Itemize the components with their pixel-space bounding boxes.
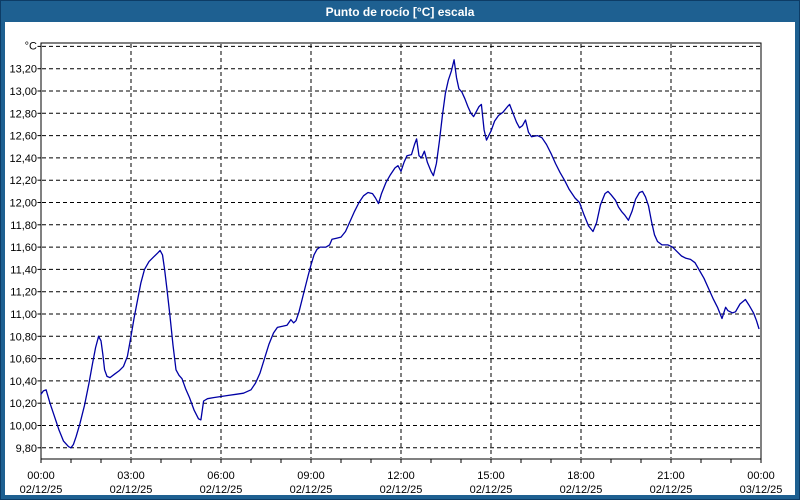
- x-tick-date-label: 02/12/25: [20, 484, 63, 496]
- x-tick-time-label: 15:00: [477, 470, 505, 482]
- y-tick-label: 11,80: [10, 220, 37, 232]
- x-tick-time-label: 21:00: [657, 470, 685, 482]
- y-tick-label: 12,60: [9, 131, 37, 143]
- y-tick-label: 10,00: [9, 421, 37, 433]
- y-tick-label: 12,00: [9, 198, 37, 210]
- x-tick-time-label: 18:00: [567, 470, 595, 482]
- y-tick-label: 10,40: [9, 376, 37, 388]
- x-tick-time-label: 00:00: [747, 470, 775, 482]
- plot-frame: [40, 42, 762, 460]
- x-tick-date-label: 02/12/25: [650, 484, 693, 496]
- y-tick-label: 13,20: [9, 64, 37, 76]
- y-axis-unit-label: °C: [25, 40, 37, 52]
- x-tick-time-label: 09:00: [297, 470, 325, 482]
- y-tick-label: 12,20: [9, 175, 37, 187]
- y-tick-label: 11,40: [10, 264, 37, 276]
- x-tick-date-label: 02/12/25: [560, 484, 603, 496]
- x-tick-time-label: 06:00: [207, 470, 235, 482]
- x-tick-date-label: 03/12/25: [740, 484, 783, 496]
- x-tick-date-label: 02/12/25: [290, 484, 333, 496]
- y-tick-label: 10,80: [9, 331, 37, 343]
- y-tick-label: 11,00: [10, 309, 37, 321]
- y-tick-label: 11,20: [10, 287, 37, 299]
- x-tick-date-label: 02/12/25: [110, 484, 153, 496]
- x-tick-date-label: 02/12/25: [200, 484, 243, 496]
- y-tick-label: 13,00: [9, 86, 37, 98]
- y-tick-label: 12,40: [9, 153, 37, 165]
- x-tick-time-label: 03:00: [117, 470, 145, 482]
- x-tick-time-label: 12:00: [387, 470, 415, 482]
- x-tick-date-label: 02/12/25: [470, 484, 513, 496]
- y-tick-label: 10,60: [9, 354, 37, 366]
- window-border-left: [1, 22, 5, 499]
- y-tick-label: 10,20: [9, 398, 37, 410]
- x-tick-date-label: 02/12/25: [380, 484, 423, 496]
- series-line-punto-de-rocío: [40, 59, 760, 449]
- y-tick-label: 11,60: [10, 242, 37, 254]
- window-border-right: [795, 22, 799, 499]
- title-bar: Punto de rocío [°C] escala: [1, 1, 799, 22]
- x-tick-time-label: 00:00: [27, 470, 55, 482]
- y-tick-label: 12,80: [9, 108, 37, 120]
- window-border-bottom: [1, 495, 799, 499]
- y-tick-label: 9,80: [16, 443, 37, 455]
- window-title: Punto de rocío [°C] escala: [325, 4, 475, 19]
